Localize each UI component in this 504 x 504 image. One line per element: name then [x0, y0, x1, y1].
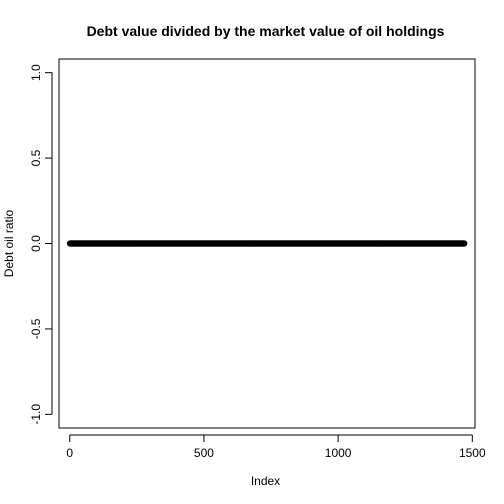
data-point [461, 240, 468, 247]
y-axis: -1.0 -0.5 0.0 0.5 1.0 [29, 64, 53, 425]
x-tick-label: 1500 [459, 446, 486, 460]
y-tick-label: -1.0 [29, 404, 43, 425]
chart-title: Debt value divided by the market value o… [87, 23, 445, 39]
y-tick-label: 0.5 [29, 149, 43, 166]
plot-frame [58, 58, 476, 429]
x-axis-label: Index [251, 474, 280, 488]
y-tick-label: 1.0 [29, 64, 43, 81]
data-points [66, 240, 468, 247]
y-tick-label: 0.0 [29, 235, 43, 252]
x-tick-label: 1000 [325, 446, 352, 460]
x-tick-label: 500 [194, 446, 214, 460]
x-tick-label: 0 [66, 446, 73, 460]
y-axis-label: Debt oil ratio [2, 209, 16, 277]
x-axis: 0 500 1000 1500 [66, 434, 486, 460]
y-tick-label: -0.5 [29, 318, 43, 339]
